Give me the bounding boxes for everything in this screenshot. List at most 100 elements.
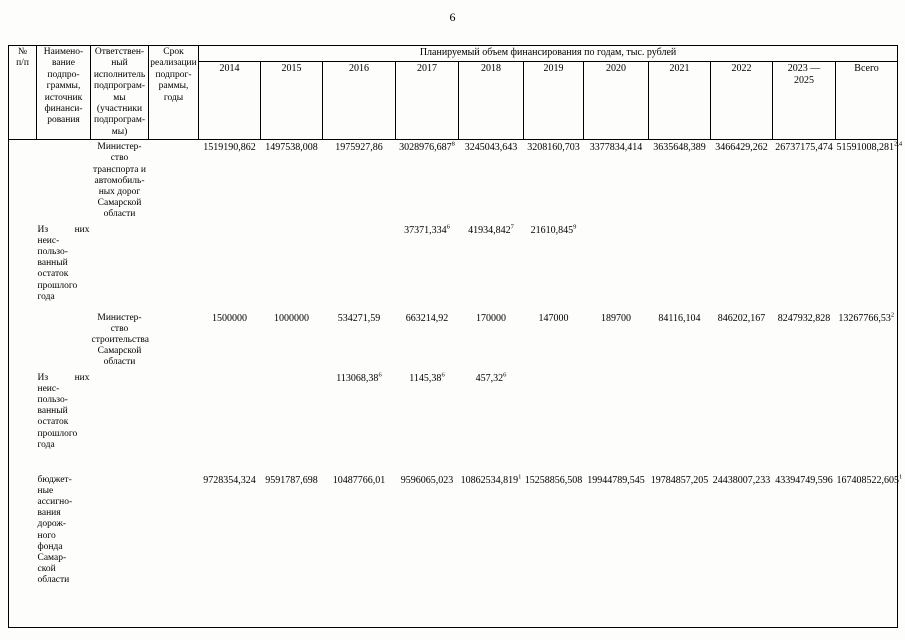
cell-name: Из них неис- пользо- ванный остаток прош… <box>37 372 90 450</box>
page-number: 6 <box>449 10 456 24</box>
cell-value: 19944789,545 <box>587 474 645 486</box>
cell-value: 846202,167 <box>717 312 766 324</box>
value-cell: 1500000 <box>199 311 261 371</box>
value-cell <box>261 223 323 311</box>
value-cell: 3028976,6878 <box>396 140 459 223</box>
cell-executor <box>91 223 149 311</box>
value-cell: 147000 <box>524 311 584 371</box>
cell-value: 167408522,605 <box>836 474 900 486</box>
header-year: 2017 <box>395 60 459 141</box>
cell-value: 43394749,596 <box>775 474 833 486</box>
value-cell: 9728354,324 <box>199 473 261 628</box>
cell-executor: Министер- ство строительства Самарской о… <box>91 312 149 368</box>
table-body: Министер- ство транспорта и автомобиль- … <box>9 140 903 628</box>
value-cell: 457,326 <box>459 371 524 473</box>
cell-value: 1519190,862 <box>203 142 256 154</box>
footnote-mark: 6 <box>378 371 382 379</box>
cell-value: 1145,38 <box>409 372 442 384</box>
cell-value: 10862534,819 <box>460 474 519 486</box>
value-cell: 846202,167 <box>711 311 773 371</box>
footnote-mark: 1 <box>518 473 522 481</box>
header-year: 2015 <box>260 60 323 141</box>
cell-value: 113068,38 <box>336 372 379 384</box>
header-year: 2019 <box>523 60 584 141</box>
value-cell: 37371,3346 <box>396 223 459 311</box>
cell-value: 1975927,86 <box>335 142 383 154</box>
cell-value: 8247932,828 <box>777 312 831 324</box>
table-row: бюджет- ные ассигно- вания дорож- ного ф… <box>9 473 903 628</box>
header-year: 2016 <box>322 60 396 141</box>
cell-name: бюджет- ные ассигно- вания дорож- ного ф… <box>37 474 73 586</box>
value-cell: 84116,104 <box>649 311 711 371</box>
cell-value: 21610,845 <box>530 224 574 236</box>
value-cell <box>199 223 261 311</box>
footnote-mark: 7 <box>510 223 514 231</box>
cell-executor <box>91 371 149 473</box>
value-cell: 189700 <box>584 311 649 371</box>
value-cell: 663214,92 <box>396 311 459 371</box>
cell-value: 170000 <box>476 312 506 324</box>
value-cell: 1145,386 <box>396 371 459 473</box>
value-cell: 13267766,532 <box>836 311 898 371</box>
footnote-mark: 6 <box>441 371 445 379</box>
value-cell: 1975927,86 <box>323 140 396 223</box>
cell-value: 10487766,01 <box>332 474 386 486</box>
value-cell <box>584 371 649 473</box>
footnote-mark: 2 <box>890 311 895 319</box>
value-cell: 3245043,643 <box>459 140 524 223</box>
cell-name: Из них неис- пользо- ванный остаток прош… <box>37 224 90 302</box>
value-cell <box>836 223 898 311</box>
cell-value: 1497538,008 <box>265 142 318 154</box>
financing-table: № п/п Наимено- вание подпро- граммы, ист… <box>8 44 903 629</box>
header-year: 2022 <box>710 60 773 141</box>
value-cell: 1000000 <box>261 311 323 371</box>
footnote-mark: 6 <box>503 371 507 379</box>
header-row-years: 2014 2015 2016 2017 2018 2019 2020 2021 2022 2023… <box>9 60 899 141</box>
cell-term <box>149 223 199 311</box>
cell-term <box>149 371 199 473</box>
cell-value: 15258856,508 <box>524 474 583 486</box>
cell-value: 26737175,474 <box>775 142 833 154</box>
value-cell: 19944789,545 <box>584 473 649 628</box>
cell-num <box>9 371 37 473</box>
header-year: 2021 <box>648 60 711 141</box>
value-cell: 26737175,474 <box>773 140 836 223</box>
header-year: 2023 — 2025 <box>772 60 836 141</box>
value-cell: 10862534,8191 <box>459 473 524 628</box>
cell-value: 51591008,281 <box>836 142 895 154</box>
cell-value: 9591787,698 <box>265 474 318 486</box>
table-row: Министер- ство транспорта и автомобиль- … <box>9 140 902 223</box>
value-cell: 3466429,262 <box>711 140 773 223</box>
cell-value: 3635648,389 <box>653 142 706 154</box>
cell-value: 534271,59 <box>337 312 381 324</box>
value-cell <box>199 371 261 473</box>
footnote-mark: 9 <box>573 223 577 231</box>
value-cell: 167408522,6051 <box>836 473 903 628</box>
footnote-mark: 1 <box>899 473 903 481</box>
cell-term <box>149 140 199 223</box>
cell-value: 24438007,233 <box>712 474 771 486</box>
value-cell: 1497538,008 <box>261 140 323 223</box>
value-cell: 19784857,205 <box>649 473 711 628</box>
value-cell: 41934,8427 <box>459 223 524 311</box>
value-cell: 21610,8459 <box>524 223 584 311</box>
cell-value: 9596065,023 <box>400 474 454 486</box>
header-year: 2018 <box>458 60 524 141</box>
header-executor: Ответствен- ный исполнитель подпрограм- … <box>90 44 149 141</box>
value-cell <box>773 223 836 311</box>
value-cell: 24438007,233 <box>711 473 773 628</box>
value-cell: 10487766,01 <box>323 473 396 628</box>
cell-executor <box>91 473 149 628</box>
cell-num <box>9 223 37 311</box>
value-cell <box>584 223 649 311</box>
value-cell: 9591787,698 <box>261 473 323 628</box>
cell-term <box>149 311 199 371</box>
value-cell: 8247932,828 <box>773 311 836 371</box>
header-num: № п/п <box>8 44 37 141</box>
value-cell: 534271,59 <box>323 311 396 371</box>
cell-value: 19784857,205 <box>650 474 709 486</box>
cell-value: 3028976,687 <box>399 142 452 154</box>
value-cell: 170000 <box>459 311 524 371</box>
header-finance-title: Планируемый объем финансирования по года… <box>197 45 899 62</box>
cell-value: 9728354,324 <box>203 474 256 486</box>
